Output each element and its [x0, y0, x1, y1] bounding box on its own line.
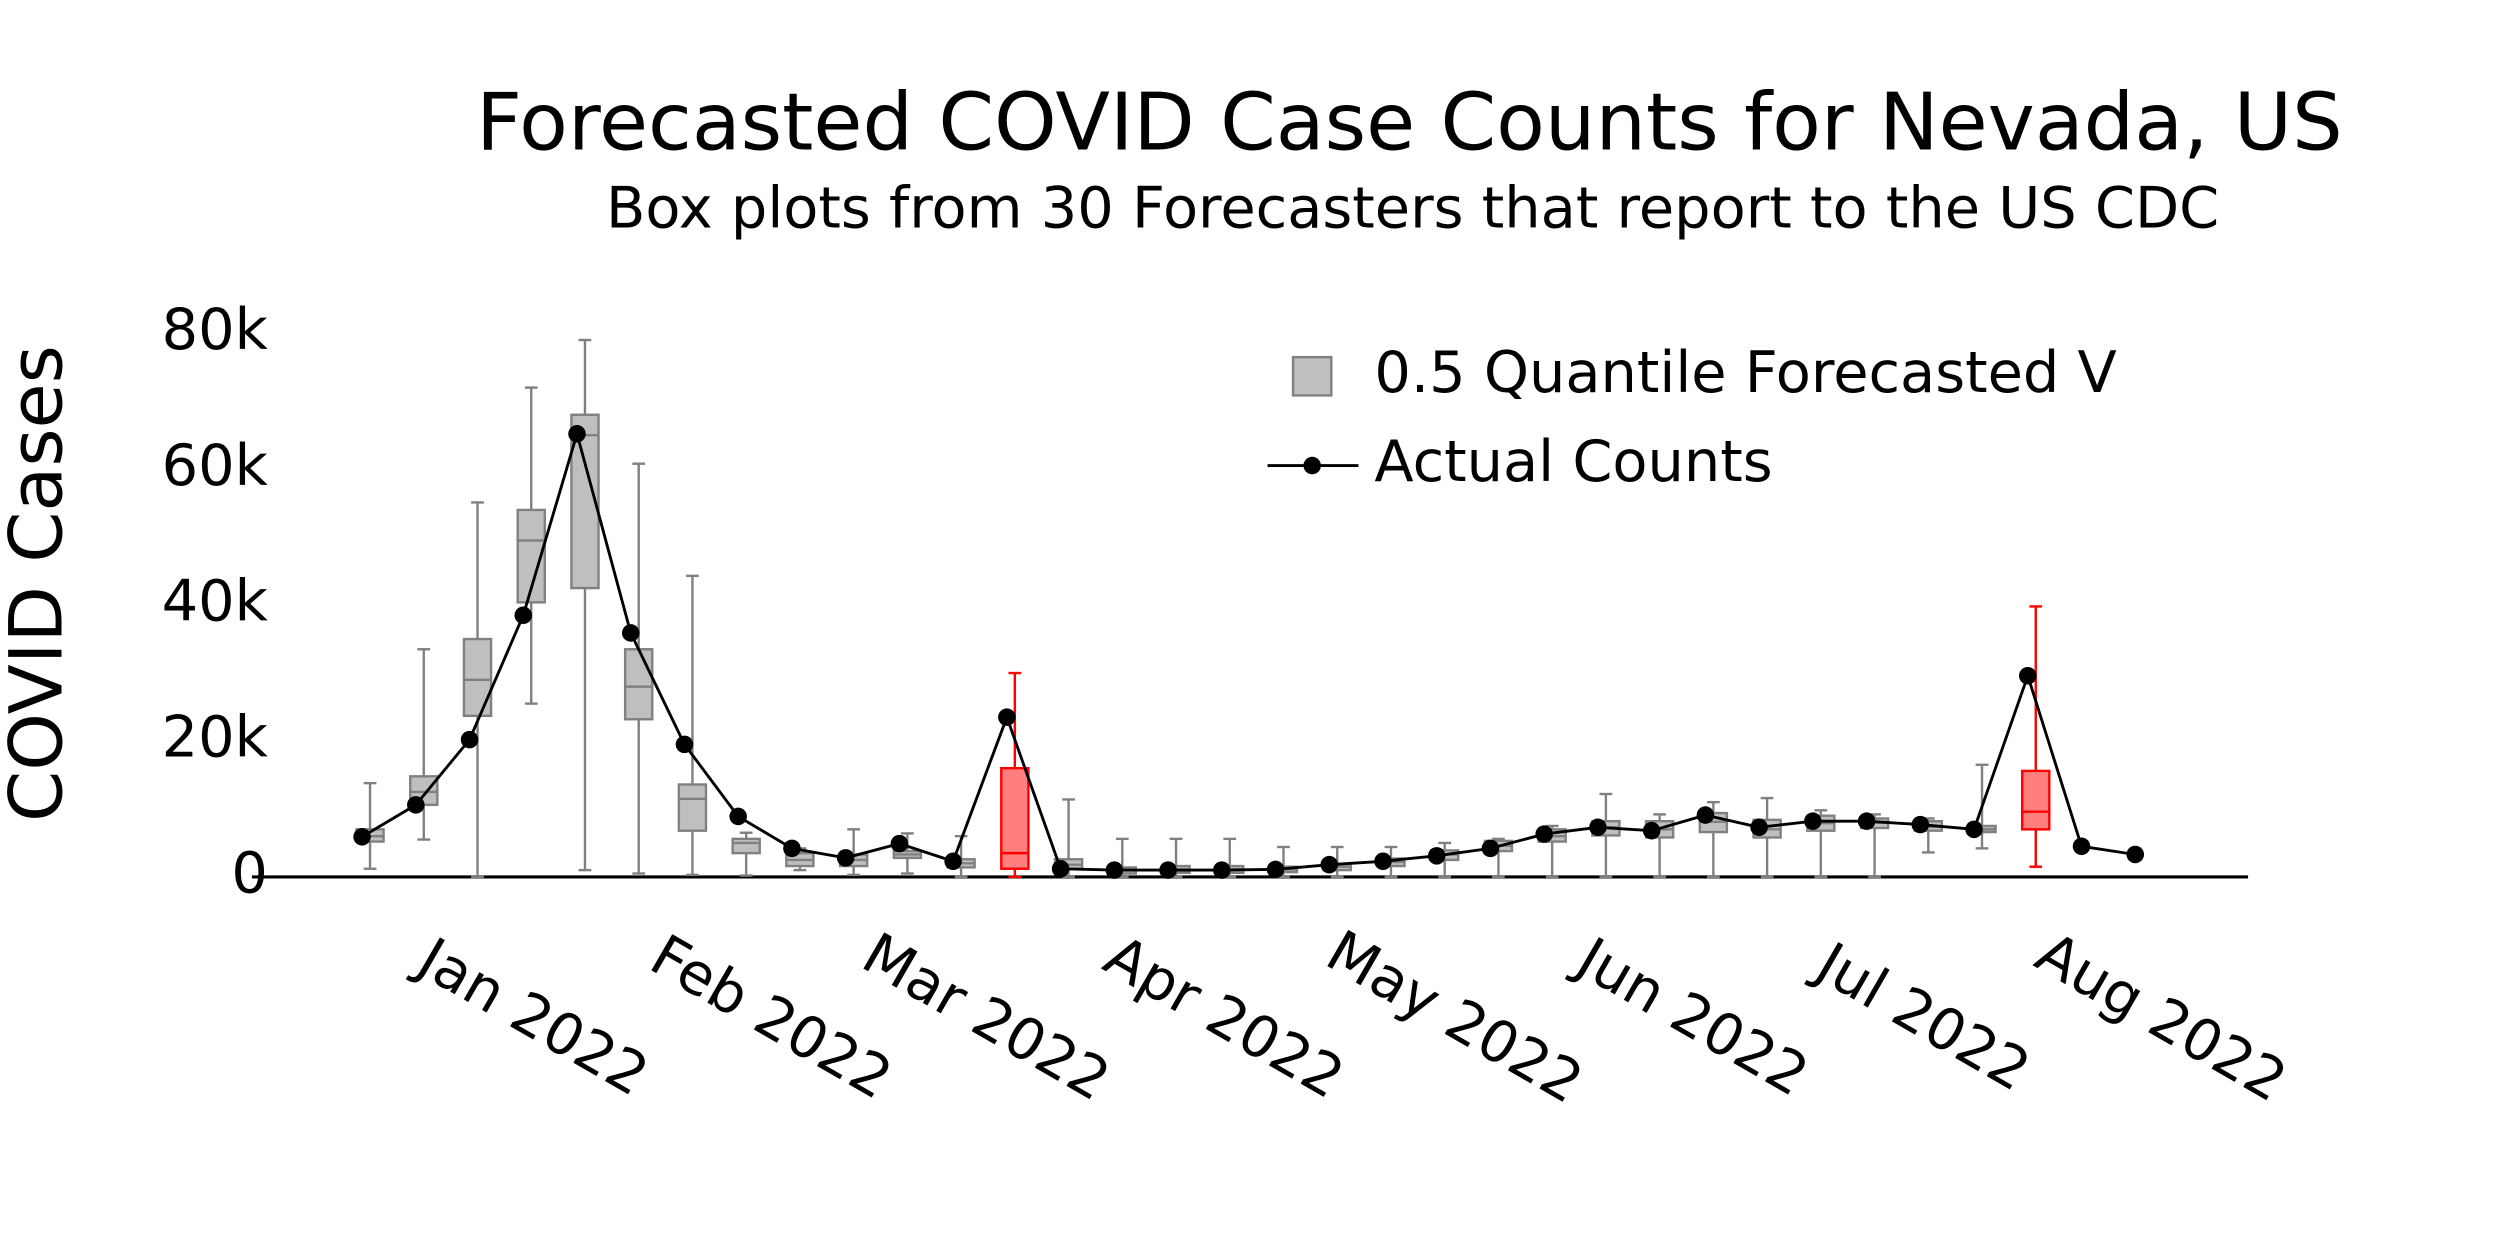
box	[677, 783, 708, 832]
point	[1965, 820, 1983, 839]
point	[2072, 837, 2091, 856]
point	[407, 796, 425, 814]
chart-title: Forecasted COVID Case Counts for Nevada,…	[476, 76, 2343, 169]
x-tick-label: Apr 2022	[1093, 922, 1355, 1112]
point	[1589, 818, 1607, 837]
point	[1481, 839, 1500, 858]
point	[353, 828, 371, 846]
point	[514, 606, 533, 625]
y-tick-label: 0	[231, 840, 268, 907]
legend-label: Actual Counts	[1374, 428, 1772, 495]
point	[1105, 861, 1124, 879]
point	[1320, 855, 1339, 874]
point	[1857, 812, 1876, 830]
point	[621, 624, 640, 642]
point	[1535, 825, 1553, 843]
x-tick-label: Jan 2022	[404, 923, 659, 1109]
point	[568, 425, 586, 443]
point	[1374, 852, 1392, 871]
point	[1804, 812, 1822, 830]
point	[944, 852, 962, 871]
y-tick-label: 60k	[162, 432, 269, 499]
point	[890, 834, 909, 853]
x-tick-label: Aug 2022	[2025, 919, 2298, 1115]
point	[729, 807, 747, 826]
x-tick-label: May 2022	[1316, 917, 1594, 1116]
legend-swatch	[1291, 355, 1333, 397]
point	[1911, 815, 1930, 834]
point	[2019, 666, 2037, 685]
point	[783, 839, 801, 858]
x-tick-label: Feb 2022	[639, 922, 903, 1113]
point	[1642, 821, 1661, 840]
point	[1696, 806, 1715, 824]
point	[1427, 847, 1446, 865]
point	[1159, 861, 1177, 879]
box	[731, 837, 761, 855]
point	[1266, 860, 1285, 879]
x-tick-label: Jun 2022	[1564, 923, 1820, 1109]
box	[2021, 769, 2051, 831]
point	[675, 735, 694, 754]
legend-label: 0.5 Quantile Forecasted V	[1374, 339, 2116, 406]
line	[361, 428, 2136, 872]
y-tick-label: 40k	[162, 568, 269, 635]
legend-marker	[1303, 456, 1321, 475]
y-axis-label: COVID Cases	[0, 345, 79, 822]
x-tick-label: Mar 2022	[851, 920, 1121, 1114]
x-tick-label: Jul 2022	[1803, 928, 2041, 1104]
y-tick-label: 20k	[162, 704, 269, 771]
point	[1051, 859, 1070, 878]
point	[460, 730, 479, 749]
box	[462, 637, 493, 718]
legend: 0.5 Quantile Forecasted V Actual Counts	[1267, 339, 2117, 495]
point	[1213, 861, 1231, 879]
chart-subtitle: Box plots from 30 Forecasters that repor…	[606, 175, 2219, 242]
point	[1750, 818, 1768, 837]
y-tick-label: 80k	[162, 296, 269, 363]
point	[998, 708, 1016, 726]
point	[2126, 845, 2145, 864]
box	[623, 648, 654, 721]
point	[836, 849, 855, 867]
